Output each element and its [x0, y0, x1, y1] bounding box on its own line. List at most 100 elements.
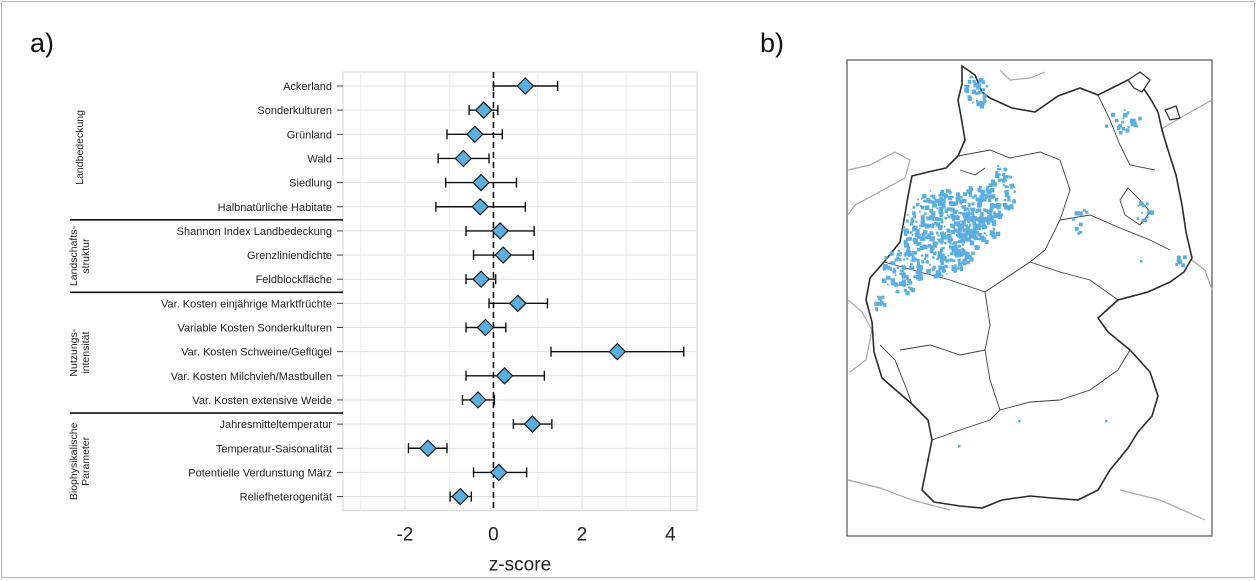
neighbor-border — [847, 479, 951, 511]
highlight-cell — [1137, 205, 1140, 207]
highlight-cell — [912, 205, 916, 209]
highlight-cell — [969, 232, 972, 235]
highlight-cell — [989, 219, 993, 223]
highlight-cell — [959, 245, 961, 248]
highlight-cell — [921, 221, 924, 224]
highlight-cell — [969, 238, 972, 240]
highlight-cell — [1003, 198, 1007, 202]
highlight-cell — [1122, 117, 1125, 120]
highlight-cell — [883, 269, 886, 271]
highlight-cell — [998, 203, 1001, 207]
highlight-cell — [988, 194, 994, 200]
row-label: Var. Kosten extensive Weide — [192, 395, 332, 407]
highlight-cell — [1127, 126, 1130, 129]
highlight-cell — [947, 207, 951, 211]
highlight-cell — [957, 258, 961, 262]
highlight-cell — [967, 79, 972, 84]
highlight-cell — [908, 236, 912, 241]
highlight-cell — [1013, 190, 1016, 193]
highlight-cell — [916, 247, 921, 252]
highlight-cell — [992, 182, 997, 187]
highlight-cell — [915, 230, 920, 235]
highlight-cell — [963, 192, 967, 197]
highlight-cell — [921, 197, 924, 200]
highlight-cell — [1010, 186, 1013, 190]
highlight-cell — [929, 190, 932, 192]
highlight-cell — [1009, 175, 1012, 179]
highlight-cell — [937, 273, 941, 277]
highlight-cell — [921, 260, 925, 264]
highlight-cell — [1119, 130, 1123, 135]
estimate-marker — [523, 415, 542, 433]
highlight-cell — [929, 264, 931, 266]
highlight-cell — [986, 218, 991, 223]
highlight-cell — [977, 219, 981, 223]
highlight-cell — [933, 244, 938, 248]
highlight-cell — [943, 196, 946, 199]
highlight-cell — [896, 266, 900, 270]
highlight-cell — [980, 233, 983, 235]
highlight-cell — [949, 214, 952, 217]
highlight-cell — [889, 251, 894, 256]
highlight-cell — [971, 89, 977, 94]
highlight-cell — [930, 233, 933, 236]
highlight-cell — [1013, 186, 1016, 188]
neighbor-border — [1119, 489, 1206, 521]
highlight-cell — [919, 227, 921, 230]
highlight-cell — [965, 215, 969, 220]
highlight-cell — [1004, 192, 1010, 197]
highlight-cell — [989, 215, 994, 219]
highlight-cell — [988, 209, 993, 214]
highlight-cell — [1115, 118, 1119, 123]
highlight-cell — [946, 273, 948, 275]
highlight-cell — [891, 261, 896, 266]
highlight-cell — [1120, 120, 1124, 124]
highlight-cell — [972, 221, 977, 226]
highlight-cell — [903, 258, 906, 261]
highlight-cell — [958, 195, 960, 198]
highlight-cell — [987, 214, 990, 218]
highlight-cell — [924, 212, 927, 215]
highlight-cell — [938, 209, 943, 214]
highlight-cell — [939, 265, 945, 271]
highlight-cell — [993, 213, 998, 217]
highlight-cell — [956, 230, 959, 234]
highlight-cell — [904, 251, 909, 256]
highlight-cell — [911, 257, 916, 262]
highlight-cell — [933, 197, 937, 200]
highlight-cell — [982, 96, 986, 100]
highlight-cell — [983, 208, 987, 212]
highlight-cell — [958, 262, 962, 267]
highlight-cell — [925, 253, 929, 258]
highlight-cell — [1002, 179, 1006, 183]
highlight-cell — [997, 167, 1000, 171]
highlight-cell — [953, 227, 955, 229]
highlight-cell — [906, 257, 909, 260]
highlight-cell — [967, 220, 970, 223]
highlight-cell — [969, 216, 975, 222]
highlight-cell — [916, 259, 920, 263]
highlight-cell — [992, 235, 996, 239]
highlight-cell — [899, 254, 902, 257]
highlight-cell — [1072, 217, 1075, 221]
highlight-cell — [937, 239, 942, 243]
highlight-cell — [956, 247, 958, 250]
highlight-cell — [955, 196, 961, 202]
state-border — [899, 344, 986, 356]
highlight-cell — [1126, 111, 1130, 115]
highlight-cell — [963, 208, 967, 212]
highlight-cell — [879, 303, 882, 306]
row-label: Grenzliniendichte — [247, 250, 332, 262]
highlight-cell — [959, 267, 964, 271]
highlight-cell — [952, 218, 955, 222]
highlight-cell — [1125, 128, 1130, 133]
highlight-cell — [910, 288, 915, 293]
highlight-cell — [993, 211, 996, 215]
highlight-cell — [905, 274, 909, 278]
panel-b-label: b) — [760, 28, 785, 58]
highlight-cell — [881, 278, 887, 283]
highlight-cell — [1002, 184, 1005, 187]
highlight-cell — [976, 100, 979, 103]
highlight-cell — [964, 224, 967, 227]
highlight-cell — [974, 216, 977, 219]
